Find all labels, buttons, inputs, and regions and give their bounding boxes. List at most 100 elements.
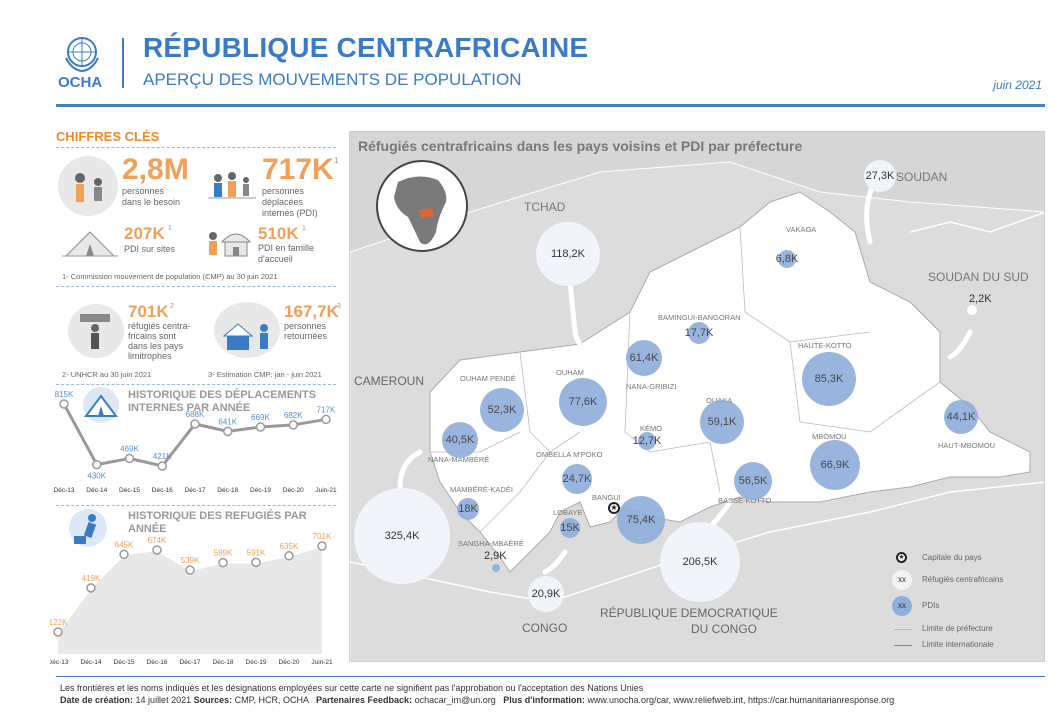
idp-bubble: 6,8K bbox=[776, 250, 798, 268]
data-label: 645K bbox=[115, 540, 134, 549]
bubble-value: 20,9K bbox=[531, 588, 561, 600]
divider bbox=[56, 286, 336, 287]
tick-label: Déc-14 bbox=[86, 487, 107, 494]
legend-prefecture: Limite de préfecture bbox=[922, 624, 993, 633]
idp-chart-title: HISTORIQUE DES DÉPLACEMENTS INTERNES PAR… bbox=[128, 389, 317, 414]
divider bbox=[56, 384, 336, 385]
idp-label3: internes (PDI) bbox=[262, 208, 318, 218]
refugees-value: 701K bbox=[128, 302, 169, 321]
refugee-icon bbox=[68, 304, 124, 358]
refugee-bubble bbox=[967, 305, 977, 315]
map-base bbox=[350, 132, 1044, 661]
prefecture-label: OUHAM PENDÉ bbox=[460, 374, 516, 383]
idp-bubble: 15K bbox=[560, 518, 580, 538]
data-point bbox=[119, 549, 129, 560]
tick-label: Déc-16 bbox=[147, 659, 168, 666]
divider bbox=[56, 505, 336, 506]
prefecture-label: SANGHA-MBAÉRÉ bbox=[458, 539, 524, 548]
tick-label: Déc-17 bbox=[185, 487, 206, 494]
in-need-label1: personnes bbox=[122, 186, 165, 196]
bubble-value: 2,9K bbox=[484, 550, 507, 562]
data-point bbox=[190, 419, 200, 429]
series-area bbox=[58, 546, 322, 654]
idp-bubble: 66,9K bbox=[810, 440, 860, 490]
in-need-label2: dans le besoin bbox=[122, 197, 181, 207]
sites-sup: 1 bbox=[168, 225, 172, 232]
tick-label: Déc-13 bbox=[54, 487, 75, 494]
map-panel: Réfugiés centrafricains dans les pays vo… bbox=[349, 131, 1045, 662]
info-links[interactable]: www.unocha.org/car, www.reliefweb.int, h… bbox=[587, 695, 895, 705]
idp-chart-icon bbox=[80, 386, 122, 424]
refugees-sup: 2 bbox=[170, 303, 174, 310]
created-label: Date de création: bbox=[60, 695, 134, 705]
refugee-history-chart: 122K Déc-13 419K Déc-14 645K Déc-15 674K Déc-16… bbox=[50, 532, 333, 666]
data-point bbox=[92, 459, 102, 470]
prefecture-label: BAMINGUI-BANGORAN bbox=[658, 313, 741, 322]
prefecture-label: NANA-GRIBIZI bbox=[626, 382, 677, 391]
tick-label: Déc-15 bbox=[114, 659, 135, 666]
feedback-email[interactable]: ochacar_im@un.org bbox=[414, 695, 496, 705]
idp-bubble bbox=[492, 564, 500, 572]
refugee-bubble: 206,5K bbox=[660, 522, 740, 602]
data-point bbox=[157, 461, 167, 471]
idp-label1: personnes bbox=[262, 186, 305, 196]
prefecture-label: OUHAM bbox=[556, 368, 584, 377]
bubble-value: 2,2K bbox=[969, 293, 992, 305]
footer-disclaimer: Les frontières et les noms indiqués et l… bbox=[60, 683, 644, 693]
idp-bubble: 18K bbox=[457, 498, 479, 520]
tick-label: Juin-21 bbox=[315, 487, 337, 494]
returnees-label2: retournées bbox=[284, 331, 328, 341]
note-3: 3- Estimation CMP: jan - juin 2021 bbox=[208, 370, 322, 379]
country-label: CAMEROUN bbox=[354, 374, 425, 388]
refugee-bubble: 118,2K bbox=[536, 222, 600, 286]
page-subtitle: APERÇU DES MOUVEMENTS DE POPULATION bbox=[143, 70, 522, 89]
data-point bbox=[317, 541, 327, 551]
idp-bubble: 61,4K bbox=[626, 340, 662, 376]
legend-symbol: xx bbox=[898, 601, 906, 610]
footer-meta: Date de création: 14 juillet 2021 Source… bbox=[60, 695, 894, 705]
tick-label: Déc-17 bbox=[180, 659, 201, 666]
legend-refugees: Réfugiés centrafricains bbox=[922, 575, 1004, 584]
country-label: SOUDAN bbox=[896, 170, 948, 184]
returnees-label1: personnes bbox=[284, 321, 327, 331]
data-label: 122K bbox=[50, 618, 68, 627]
data-label: 641K bbox=[218, 417, 237, 426]
refugees-label1: réfugiés centra- bbox=[128, 321, 191, 331]
idp-bubble: 85,3K bbox=[802, 352, 856, 406]
bubble-value: 325,4K bbox=[384, 530, 420, 542]
prefecture-label: HAUT-MBOMOU bbox=[938, 441, 996, 450]
idp-bubble: 59,1K bbox=[700, 400, 744, 444]
data-point bbox=[218, 557, 228, 568]
data-label: 421K bbox=[153, 452, 172, 461]
prefecture-label: KÉMO bbox=[640, 424, 663, 433]
hut-icon bbox=[204, 222, 254, 262]
data-label: 589K bbox=[214, 549, 233, 558]
host-label2: d'accueil bbox=[258, 254, 293, 264]
org-name: OCHA bbox=[58, 74, 103, 91]
legend-symbol: xx bbox=[898, 575, 906, 584]
idp-bubble: 17,7K bbox=[685, 322, 713, 344]
sources-label: Sources: bbox=[193, 695, 233, 705]
tick-label: Déc-14 bbox=[81, 659, 102, 666]
created-date: 14 juillet 2021 bbox=[135, 695, 192, 705]
idp-value: 717K bbox=[262, 153, 334, 186]
legend-idp: PDIs bbox=[922, 601, 940, 610]
data-point bbox=[86, 583, 96, 593]
data-point bbox=[255, 422, 266, 432]
key-figures-title: CHIFFRES CLÉS bbox=[56, 129, 160, 144]
prefecture-label: LOBAYE bbox=[553, 508, 583, 517]
tick-label: Déc-19 bbox=[250, 487, 271, 494]
page-date: juin 2021 bbox=[993, 78, 1042, 92]
capital-star-icon: ★ bbox=[608, 502, 620, 514]
note-1: 1- Commission mouvement de population (C… bbox=[62, 272, 278, 281]
tick-label: Déc-20 bbox=[283, 487, 304, 494]
host-label1: PDI en famille bbox=[258, 243, 315, 253]
map-legend: ★ Capitale du pays xx Réfugiés centrafri… bbox=[890, 544, 1040, 660]
prefecture-label: NANA-MAMBÉRÉ bbox=[428, 455, 490, 464]
idp-history-chart: 815K Déc-13 430K Déc-14 469K Déc-15 421K Déc-16… bbox=[54, 390, 338, 494]
idp-bubble: 56,5K bbox=[734, 462, 772, 500]
data-label: 419K bbox=[82, 574, 101, 583]
globe-inset bbox=[376, 160, 468, 252]
returnees-value: 167,7K bbox=[284, 302, 339, 321]
divider bbox=[56, 147, 336, 148]
